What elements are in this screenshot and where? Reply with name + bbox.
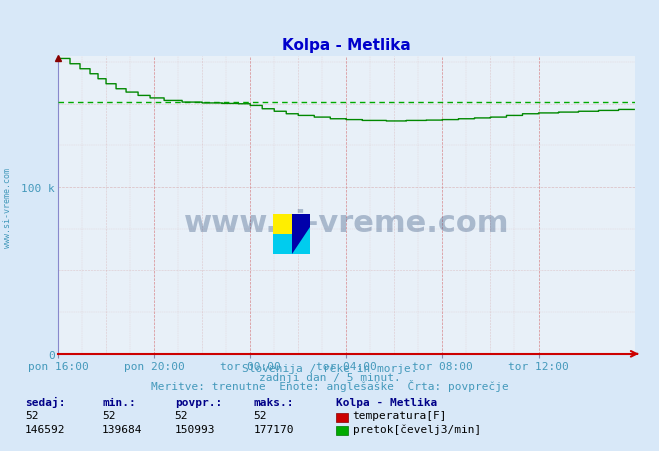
Text: maks.:: maks.: [254, 397, 294, 407]
Text: Kolpa - Metlika: Kolpa - Metlika [336, 397, 438, 407]
Text: Slovenija / reke in morje.: Slovenija / reke in morje. [242, 363, 417, 373]
Text: www.si-vreme.com: www.si-vreme.com [3, 168, 13, 247]
Bar [291, 214, 310, 255]
Text: 177170: 177170 [254, 424, 294, 434]
Polygon shape [291, 228, 310, 255]
Text: povpr.:: povpr.: [175, 397, 222, 407]
Text: 52: 52 [254, 410, 267, 420]
Text: sedaj:: sedaj: [25, 396, 65, 407]
Text: zadnji dan / 5 minut.: zadnji dan / 5 minut. [258, 372, 401, 382]
Text: pretok[čevelj3/min]: pretok[čevelj3/min] [353, 423, 481, 434]
Text: Meritve: trenutne  Enote: anglešaške  Črta: povprečje: Meritve: trenutne Enote: anglešaške Črta… [151, 379, 508, 391]
Text: 146592: 146592 [25, 424, 65, 434]
Text: min.:: min.: [102, 397, 136, 407]
Text: 52: 52 [175, 410, 188, 420]
Text: 150993: 150993 [175, 424, 215, 434]
Text: temperatura[F]: temperatura[F] [353, 410, 447, 420]
Text: www.si-vreme.com: www.si-vreme.com [184, 209, 509, 238]
Bar [273, 214, 291, 235]
Bar [273, 235, 291, 255]
Text: 139684: 139684 [102, 424, 142, 434]
Text: 52: 52 [102, 410, 115, 420]
Title: Kolpa - Metlika: Kolpa - Metlika [282, 37, 411, 52]
Text: 52: 52 [25, 410, 38, 420]
